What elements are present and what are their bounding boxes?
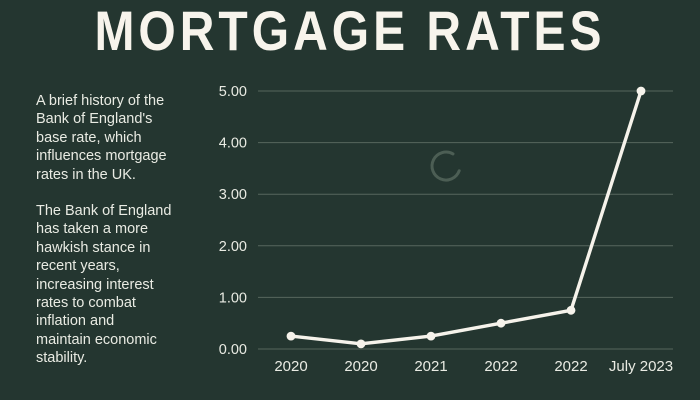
loading-spinner-icon: [430, 150, 461, 182]
data-point-marker: [286, 331, 296, 341]
data-point-marker: [426, 331, 436, 341]
x-axis-label: 2020: [274, 358, 307, 375]
description-paragraph-2: The Bank of England has taken a more haw…: [36, 203, 172, 367]
y-axis-tick-label: 0.00: [219, 342, 247, 358]
y-axis-tick-label: 5.00: [219, 84, 247, 100]
data-point-marker: [496, 318, 506, 328]
x-axis-label: July 2023: [609, 358, 673, 375]
y-axis-tick-label: 4.00: [219, 136, 247, 152]
page-title: MORTGAGE RATES: [94, 1, 606, 63]
y-axis-tick-label: 1.00: [219, 290, 247, 306]
x-axis-label: 2020: [344, 358, 377, 375]
x-axis-label: 2022: [554, 358, 587, 375]
data-point-marker: [356, 339, 366, 349]
x-axis-label: 2021: [414, 358, 447, 375]
y-axis-tick-label: 2.00: [219, 239, 247, 255]
x-axis-label: 2022: [484, 358, 517, 375]
data-point-marker: [566, 305, 576, 315]
y-axis-tick-label: 3.00: [219, 187, 247, 203]
data-point-marker: [636, 86, 646, 96]
description-text-block: A brief history of the Bank of England's…: [36, 92, 208, 386]
rate-line: [289, 89, 643, 346]
description-paragraph-1: A brief history of the Bank of England's…: [36, 93, 167, 183]
